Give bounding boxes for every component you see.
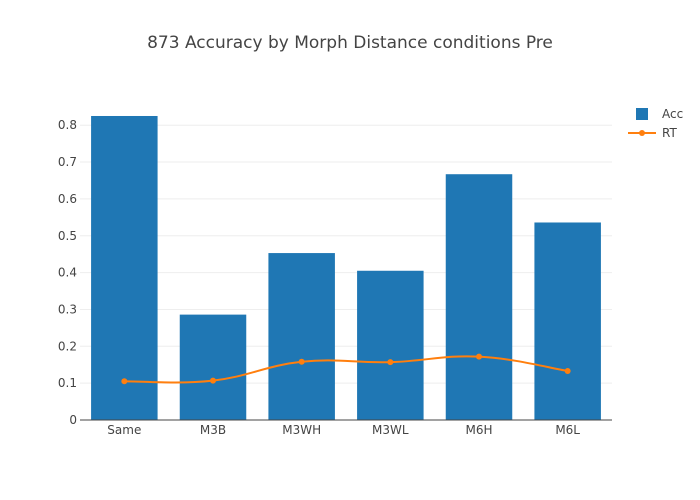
chart-title: 873 Accuracy by Morph Distance condition… [147,33,553,53]
point-rt-same[interactable] [121,378,128,385]
point-rt-m6l[interactable] [564,367,571,374]
y-tick-label: 0.5 [58,229,77,243]
y-tick-label: 0.3 [58,302,77,316]
x-tick-label: Same [107,423,141,437]
point-rt-m6h[interactable] [476,353,482,360]
x-tick-label: M6H [465,423,492,437]
x-tick-label: M3B [200,423,226,437]
line-rt[interactable] [124,355,568,384]
bar-acc-m3wl[interactable] [357,270,424,420]
x-tick-label: M3WH [282,423,321,437]
y-tick-label: 0 [69,413,77,427]
y-tick-label: 0.6 [58,192,77,206]
y-tick-label: 0.1 [58,376,77,390]
x-tick-label: M3WL [372,423,409,437]
bar-acc-m3b[interactable] [179,314,247,420]
legend-swatch-acc[interactable] [636,108,648,120]
y-tick-label: 0.4 [58,266,77,280]
y-tick-label: 0.2 [58,339,77,353]
x-tick-label: M6L [555,423,580,437]
bar-acc-m6h[interactable] [445,174,513,420]
y-tick-label: 0.8 [58,118,77,132]
point-rt-m3wh[interactable] [298,358,305,365]
bar-acc-same[interactable] [91,115,158,421]
point-rt-m3wl[interactable] [387,359,394,366]
point-rt-m3b[interactable] [210,377,216,384]
bar-acc-m3wh[interactable] [268,253,335,420]
bar-acc-m6l[interactable] [534,222,601,420]
legend-swatch-rt-marker[interactable] [639,130,645,136]
y-tick-label: 0.7 [58,155,77,169]
legend-label-rt[interactable]: RT [662,126,677,140]
legend-label-acc[interactable]: Acc [662,107,683,121]
